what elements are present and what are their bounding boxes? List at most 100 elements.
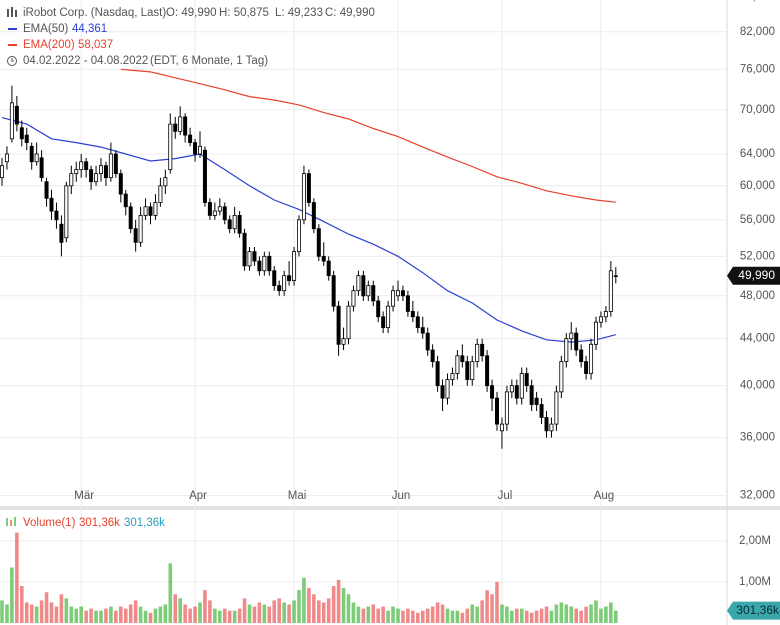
volume-bar: [15, 532, 19, 623]
volume-bar: [366, 606, 371, 623]
y-tick-label: 36,000: [740, 432, 775, 444]
candle-body: [341, 338, 346, 345]
volume-bar: [158, 606, 163, 623]
volume-bar: [69, 606, 74, 623]
legend-ohlc: C: 49,990: [325, 7, 375, 19]
volume-bar: [569, 606, 574, 623]
y-tick-label: 40,000: [740, 380, 775, 392]
legend-icon: [15, 10, 17, 17]
legend-value: 58,037: [78, 39, 113, 51]
volume-bar: [529, 612, 534, 623]
volume-bar: [500, 604, 504, 623]
candle-body: [480, 343, 485, 357]
candle-body: [197, 145, 202, 155]
volume-bar: [351, 602, 356, 623]
date-range: 04.02.2022 - 04.08.2022: [23, 55, 148, 67]
volume-bar: [208, 600, 212, 623]
candle-body: [415, 316, 420, 329]
candle-body: [19, 127, 24, 140]
y-tick-label: 56,000: [740, 214, 775, 226]
candle-body: [499, 423, 504, 432]
candle-body: [534, 397, 539, 405]
x-tick-label: Jun: [392, 490, 411, 502]
volume-bar: [54, 606, 59, 623]
volume-bar: [188, 608, 192, 623]
volume-bar: [485, 590, 489, 623]
volume-bar: [34, 606, 39, 623]
candle-body: [514, 385, 519, 399]
volume-bar: [321, 602, 326, 623]
candle-body: [366, 285, 371, 297]
volume-bar: [89, 608, 93, 623]
legend-icon: [10, 520, 12, 526]
volume-bar: [356, 606, 361, 623]
volume-bar: [510, 610, 514, 623]
volume-bar: [242, 598, 247, 623]
volume-bar: [213, 608, 217, 623]
volume-badge-label: 301,36k: [736, 603, 780, 617]
candle-body: [386, 305, 391, 329]
volume-bar: [282, 602, 286, 623]
volume-bar: [326, 598, 331, 623]
legend-value: 301,36k: [79, 517, 120, 529]
candle-body: [524, 373, 529, 387]
volume-bar: [227, 610, 232, 623]
candle-body: [59, 223, 64, 243]
candle-body: [381, 316, 386, 329]
candle-body: [361, 275, 366, 297]
volume-bar: [440, 604, 445, 623]
candle-body: [579, 349, 584, 363]
candle-body: [336, 305, 341, 345]
volume-bar: [589, 604, 593, 623]
candle-body: [405, 295, 410, 312]
volume-bar: [272, 600, 277, 623]
volume-bar: [584, 606, 588, 623]
volume-bar: [361, 608, 366, 623]
candle-body: [371, 285, 376, 302]
candle-body: [613, 275, 618, 277]
candle-body: [420, 327, 425, 334]
volume-bar: [148, 612, 153, 623]
volume-bar: [609, 602, 613, 623]
volume-bar: [425, 608, 430, 623]
candle-body: [564, 338, 569, 363]
y-tick-label: 48,000: [740, 290, 775, 302]
volume-bar: [109, 606, 113, 623]
legend-icon: [11, 7, 13, 17]
volume-bar: [420, 610, 425, 623]
candle-body: [84, 161, 89, 171]
candle-body: [277, 285, 282, 292]
volume-bar: [559, 602, 564, 623]
candle-body: [237, 215, 242, 234]
volume-bar: [232, 610, 237, 623]
candle-body: [559, 361, 564, 393]
candle-body: [4, 153, 9, 163]
volume-bar: [416, 612, 420, 623]
candle-body: [287, 275, 292, 282]
candle-body: [34, 153, 39, 163]
candle-body: [178, 116, 183, 132]
candle-body: [539, 404, 544, 418]
legend-ohlc: L: 49,233: [275, 7, 323, 19]
volume-bar: [0, 600, 4, 623]
volume-bar: [544, 606, 549, 623]
volume-bar: [79, 606, 83, 623]
volume-bar: [406, 608, 410, 623]
candle-body: [103, 165, 108, 179]
candle-body: [168, 123, 173, 171]
candle-body: [272, 270, 277, 287]
candle-body: [133, 228, 138, 243]
candle-body: [113, 153, 118, 175]
candle-body: [128, 206, 133, 230]
volume-bar: [203, 590, 207, 623]
volume-bar: [594, 600, 598, 623]
x-tick-label: Mär: [74, 490, 94, 502]
candle-body: [410, 311, 415, 318]
candle-body: [529, 385, 534, 405]
volume-bar: [247, 604, 252, 623]
candle-body: [584, 361, 589, 374]
volume-bar: [470, 604, 475, 623]
candle-body: [589, 343, 594, 374]
candle-body: [326, 260, 331, 277]
